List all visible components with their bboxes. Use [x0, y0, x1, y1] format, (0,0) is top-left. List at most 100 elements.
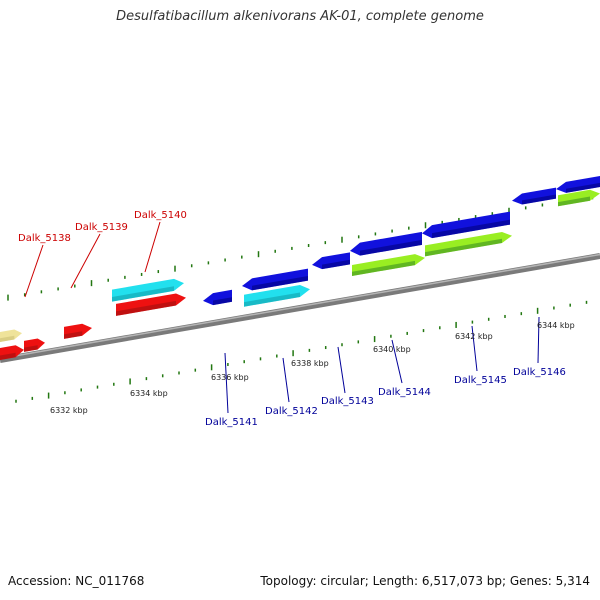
- lower-tick-24: [406, 331, 408, 335]
- lower-tick-6: [113, 382, 115, 386]
- lower-tick-7: [129, 378, 131, 385]
- gene-label-dalk-5141[interactable]: Dalk_5141: [205, 417, 258, 428]
- feature-blue-edge[interactable]: [556, 176, 600, 193]
- feature-dalk-5138b[interactable]: [24, 338, 45, 352]
- lower-tick-25: [422, 329, 425, 333]
- lower-tick-5: [96, 385, 99, 389]
- scale-label-6334: 6334 kbp: [130, 389, 168, 398]
- genome-backbone-highlight: [0, 253, 600, 360]
- upper-tick-0: [7, 294, 9, 301]
- gene-label-dalk-5145[interactable]: Dalk_5145: [454, 375, 507, 386]
- lower-tick-13: [227, 362, 229, 366]
- feature-tan[interactable]: [0, 329, 22, 342]
- lower-tick-19: [324, 346, 327, 350]
- connector-dalk-5143: [337, 346, 346, 394]
- lower-tick-11: [194, 368, 197, 372]
- gene-label-dalk-5142[interactable]: Dalk_5142: [265, 406, 318, 417]
- lower-tick-2: [47, 392, 50, 399]
- lower-tick-28: [471, 320, 474, 324]
- connector-dalk-5139: [70, 233, 101, 289]
- scale-label-6342: 6342 kbp: [455, 332, 493, 341]
- upper-tick-5: [90, 280, 93, 287]
- gene-label-dalk-5140[interactable]: Dalk_5140: [134, 210, 187, 221]
- feature-dalk-5143[interactable]: [312, 252, 350, 270]
- lower-tick-0: [15, 399, 17, 403]
- upper-tick-31: [524, 206, 527, 210]
- upper-tick-17: [291, 246, 293, 250]
- feature-dalk-5142[interactable]: [242, 268, 308, 291]
- gene-label-dalk-5138[interactable]: Dalk_5138: [18, 233, 71, 244]
- feature-dalk-5141[interactable]: [203, 289, 232, 306]
- feature-dalk-5140[interactable]: [116, 293, 186, 316]
- upper-tick-27: [458, 217, 460, 221]
- gene-label-dalk-5143[interactable]: Dalk_5143: [321, 396, 374, 407]
- feature-dalk-5138[interactable]: [0, 345, 24, 360]
- upper-tick-7: [124, 275, 126, 279]
- gene-label-dalk-5144[interactable]: Dalk_5144: [378, 387, 431, 398]
- lower-tick-3: [64, 391, 66, 395]
- lower-tick-12: [210, 364, 213, 371]
- lower-tick-31: [520, 312, 523, 316]
- lower-tick-33: [553, 306, 555, 310]
- connector-dalk-5144: [391, 339, 403, 384]
- feature-lime-b[interactable]: [425, 231, 512, 257]
- upper-tick-23: [391, 229, 393, 233]
- upper-tick-1: [23, 293, 26, 297]
- connector-dalk-5145: [471, 325, 478, 372]
- lower-tick-8: [145, 377, 148, 381]
- gene-label-dalk-5146[interactable]: Dalk_5146: [513, 367, 566, 378]
- upper-tick-10: [174, 265, 176, 272]
- lower-tick-15: [259, 357, 262, 361]
- upper-tick-4: [74, 284, 76, 288]
- lower-tick-29: [487, 317, 490, 321]
- scale-label-6336: 6336 kbp: [211, 373, 249, 382]
- lower-tick-9: [161, 374, 164, 378]
- feature-dalk-5139[interactable]: [64, 323, 92, 339]
- lower-tick-20: [341, 343, 343, 347]
- feature-lime-a[interactable]: [352, 254, 425, 276]
- lower-tick-26: [439, 326, 441, 330]
- feature-dalk-5146[interactable]: [512, 187, 556, 205]
- upper-tick-30: [508, 207, 510, 214]
- upper-tick-9: [157, 270, 160, 274]
- lower-tick-22: [373, 336, 376, 343]
- lower-tick-4: [80, 388, 82, 392]
- lower-tick-30: [504, 314, 506, 318]
- upper-tick-2: [40, 290, 43, 294]
- upper-tick-14: [241, 255, 243, 259]
- gene-label-dalk-5139[interactable]: Dalk_5139: [75, 222, 128, 233]
- upper-tick-16: [274, 249, 276, 253]
- upper-tick-18: [307, 244, 310, 248]
- gene-features: [0, 176, 600, 360]
- upper-tick-24: [408, 226, 410, 230]
- upper-tick-13: [224, 258, 226, 262]
- upper-tick-20: [341, 236, 343, 243]
- upper-tick-11: [190, 264, 193, 268]
- feature-cyan-upper[interactable]: [112, 278, 184, 302]
- upper-tick-32: [541, 203, 544, 207]
- feature-cyan-lower[interactable]: [244, 285, 310, 307]
- genome-summary-text: Topology: circular; Length: 6,517,073 bp…: [260, 574, 590, 588]
- upper-tick-8: [140, 272, 143, 276]
- feature-dalk-5145[interactable]: [422, 211, 510, 239]
- lower-tick-1: [31, 396, 34, 400]
- upper-tick-29: [491, 212, 494, 216]
- feature-dalk-5144[interactable]: [350, 231, 422, 256]
- feature-lime-edge[interactable]: [558, 189, 600, 207]
- scale-label-6344: 6344 kbp: [537, 321, 575, 330]
- label-connectors: [24, 221, 540, 414]
- upper-tick-25: [424, 222, 427, 229]
- lower-tick-32: [536, 307, 539, 314]
- scale-label-6340: 6340 kbp: [373, 345, 411, 354]
- connector-dalk-5140: [144, 221, 161, 273]
- connector-dalk-5142: [282, 357, 290, 403]
- upper-tick-6: [107, 278, 109, 282]
- lower-tick-10: [178, 371, 180, 375]
- lower-tick-21: [357, 340, 360, 344]
- upper-tick-19: [324, 241, 327, 245]
- connector-dalk-5138: [24, 244, 44, 298]
- lower-tick-35: [585, 300, 588, 304]
- genome-title: Desulfatibacillum alkenivorans AK-01, co…: [116, 9, 484, 24]
